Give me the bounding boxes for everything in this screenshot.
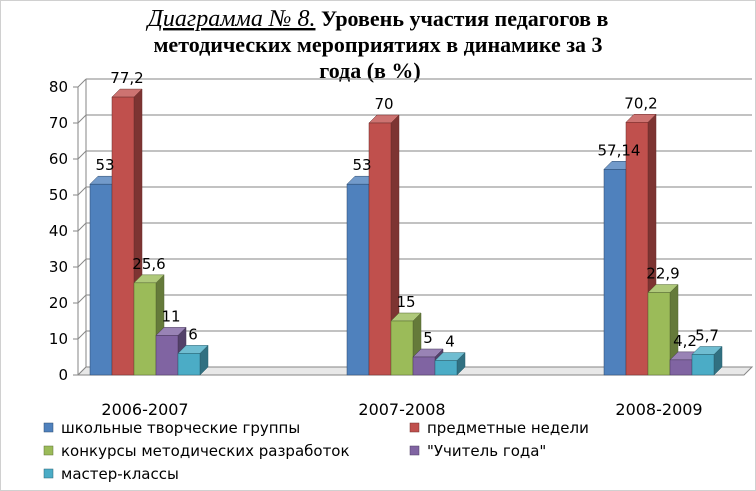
bar-front	[155, 335, 179, 376]
bar-front	[603, 169, 627, 376]
data-label: 5,7	[695, 326, 719, 344]
data-label: 25,6	[132, 255, 165, 273]
y-tick-label: 80	[49, 78, 68, 96]
legend-item: предметные недели	[409, 419, 589, 437]
legend-label: "Учитель года"	[427, 442, 546, 460]
y-tick-label: 50	[49, 186, 68, 204]
gridline-side	[77, 294, 87, 304]
y-tick-label: 30	[49, 258, 68, 276]
gridline-side	[77, 114, 87, 124]
legend-label: школьные творческие группы	[61, 419, 300, 437]
gridline-side	[77, 150, 87, 160]
legend-swatch	[409, 445, 420, 456]
data-label: 5	[423, 329, 433, 347]
legend-label: мастер-классы	[61, 465, 179, 483]
data-label: 11	[161, 307, 180, 325]
gridline-side	[77, 78, 87, 88]
bar-front	[133, 282, 157, 376]
chart-title-prefix: Диаграмма № 8.	[146, 6, 316, 32]
chart-title-line-2: методических мероприятиях в динамике за …	[153, 32, 602, 57]
bar-front	[434, 360, 458, 376]
bar	[691, 345, 723, 376]
x-tick-label: 2007-2008	[358, 400, 445, 419]
data-label: 22,9	[646, 265, 679, 283]
data-label: 6	[188, 325, 198, 343]
x-tick-label: 2006-2007	[101, 400, 188, 419]
legend-label: конкурсы методических разработок	[61, 442, 350, 460]
legend-item: конкурсы методических разработок	[43, 442, 350, 460]
legend-item: "Учитель года"	[409, 442, 546, 460]
data-label: 4,2	[673, 332, 697, 350]
gridline-side	[77, 222, 87, 232]
bar-front	[346, 183, 370, 376]
bar	[434, 351, 466, 376]
y-axis: 0 10 20 30 40 50 60 70 80	[49, 78, 79, 384]
bar-front	[647, 292, 671, 376]
gridline-side	[77, 330, 87, 340]
bar-front	[625, 122, 649, 376]
x-tick-label: 2008-2009	[615, 400, 702, 419]
data-label: 70,2	[624, 94, 657, 112]
legend-swatch	[43, 445, 54, 456]
chart-title: Диаграмма № 8. Уровень участия педагогов…	[146, 6, 609, 83]
chart-title-text: Уровень участия педагогов в	[315, 6, 608, 31]
gridline-side	[77, 186, 87, 196]
data-label: 77,2	[110, 69, 143, 87]
data-label: 4	[445, 333, 455, 351]
data-labels: 53 77,2 25,6 11 6 53 70 15 5 4 57,14 70,2 22,9 4,25,7	[95, 69, 718, 351]
legend-item: мастер-классы	[43, 465, 179, 483]
y-tick-label: 0	[58, 366, 68, 384]
bar-front	[111, 96, 135, 376]
y-tick-label: 20	[49, 294, 68, 312]
legend: школьные творческие группы предметные нед…	[43, 419, 589, 483]
data-label: 53	[352, 156, 371, 174]
y-tick-label: 10	[49, 330, 68, 348]
bar-front	[412, 356, 436, 376]
chart-title-line-1: Диаграмма № 8. Уровень участия педагогов…	[146, 6, 609, 32]
bar-front	[390, 320, 414, 376]
data-label: 15	[396, 293, 415, 311]
bar-front	[691, 354, 715, 376]
data-label: 57,14	[598, 141, 641, 159]
bar-front	[368, 122, 392, 376]
bar-front	[177, 353, 201, 376]
y-tick-label: 70	[49, 114, 68, 132]
bar-front	[89, 183, 113, 376]
y-tick-label: 40	[49, 222, 68, 240]
bar	[368, 114, 400, 376]
legend-item: школьные творческие группы	[43, 419, 300, 437]
bar	[177, 344, 209, 376]
legend-swatch	[43, 422, 54, 433]
bars	[89, 88, 723, 376]
data-label: 53	[95, 156, 114, 174]
legend-swatch	[43, 468, 54, 479]
data-label: 70	[374, 95, 393, 113]
legend-label: предметные недели	[427, 419, 589, 437]
gridline-side	[77, 258, 87, 268]
legend-swatch	[409, 422, 420, 433]
bar-front	[669, 359, 693, 376]
y-tick-label: 60	[49, 150, 68, 168]
